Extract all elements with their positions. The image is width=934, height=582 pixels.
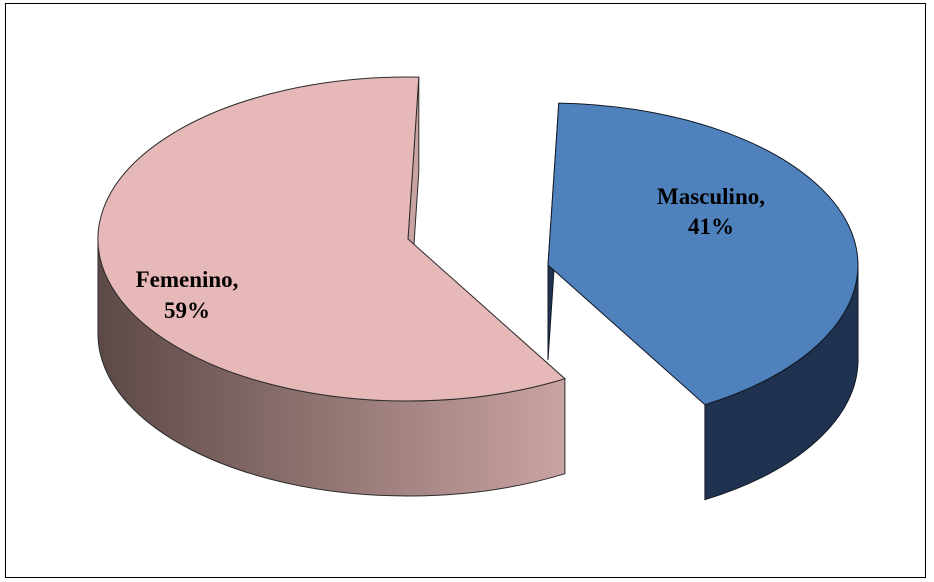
slice-femenino [97,76,566,497]
data-label-masculino-name: Masculino, [657,184,765,209]
slice-masculino [547,102,859,501]
data-label-masculino-value: 41% [688,214,734,239]
slice-masculino-top [547,102,859,406]
data-label-femenino-value: 59% [164,298,210,323]
data-label-femenino-name: Femenino, [136,267,239,292]
slice-femenino-top [97,76,566,402]
